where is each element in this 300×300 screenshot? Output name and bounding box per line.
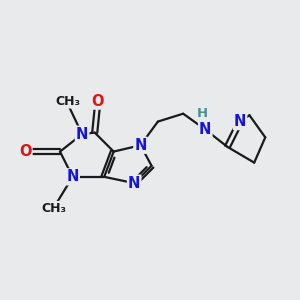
Text: H: H bbox=[196, 107, 208, 120]
Text: O: O bbox=[19, 144, 31, 159]
Text: N: N bbox=[234, 114, 246, 129]
Text: N: N bbox=[66, 169, 79, 184]
Text: N: N bbox=[199, 122, 212, 137]
Text: CH₃: CH₃ bbox=[41, 202, 66, 215]
Text: O: O bbox=[92, 94, 104, 109]
Text: CH₃: CH₃ bbox=[56, 94, 80, 108]
Text: N: N bbox=[76, 127, 88, 142]
Text: N: N bbox=[134, 138, 147, 153]
Text: N: N bbox=[128, 176, 140, 191]
